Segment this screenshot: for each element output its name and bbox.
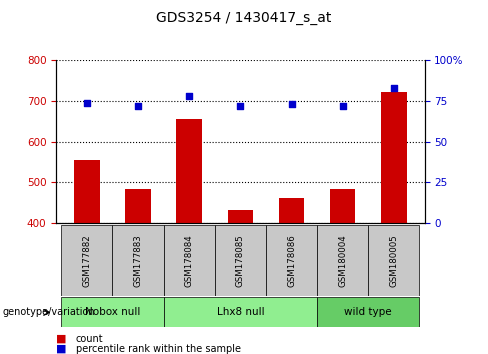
Bar: [215, 225, 266, 296]
Text: count: count: [76, 334, 103, 344]
Point: [134, 103, 142, 109]
Text: GSM178085: GSM178085: [236, 234, 245, 287]
Point: [390, 85, 398, 91]
Text: GSM178086: GSM178086: [287, 234, 296, 287]
Bar: [227, 210, 253, 223]
Text: GSM180004: GSM180004: [338, 234, 347, 287]
Bar: [163, 225, 215, 296]
Bar: [279, 198, 305, 223]
Bar: [176, 119, 202, 223]
Bar: [330, 189, 355, 223]
Text: ■: ■: [56, 344, 67, 354]
Text: GSM177883: GSM177883: [134, 234, 142, 287]
Bar: [61, 225, 112, 296]
Text: GSM178084: GSM178084: [184, 234, 194, 287]
Point: [237, 103, 244, 109]
Text: Lhx8 null: Lhx8 null: [217, 307, 264, 318]
Point: [339, 103, 346, 109]
Point: [83, 100, 91, 105]
Bar: [74, 160, 100, 223]
Text: GSM177882: GSM177882: [82, 234, 91, 287]
Text: wild type: wild type: [345, 307, 392, 318]
Point: [185, 93, 193, 99]
Text: GSM180005: GSM180005: [389, 234, 398, 287]
Text: genotype/variation: genotype/variation: [2, 307, 95, 318]
Bar: [266, 225, 317, 296]
Bar: [112, 225, 163, 296]
Bar: [163, 297, 317, 327]
Text: ■: ■: [56, 334, 67, 344]
Bar: [368, 225, 420, 296]
Bar: [381, 92, 407, 223]
Bar: [317, 297, 420, 327]
Bar: [61, 297, 163, 327]
Text: percentile rank within the sample: percentile rank within the sample: [76, 344, 241, 354]
Text: Nobox null: Nobox null: [85, 307, 140, 318]
Bar: [317, 225, 368, 296]
Text: GDS3254 / 1430417_s_at: GDS3254 / 1430417_s_at: [156, 11, 332, 25]
Bar: [125, 189, 151, 223]
Point: [287, 101, 295, 107]
